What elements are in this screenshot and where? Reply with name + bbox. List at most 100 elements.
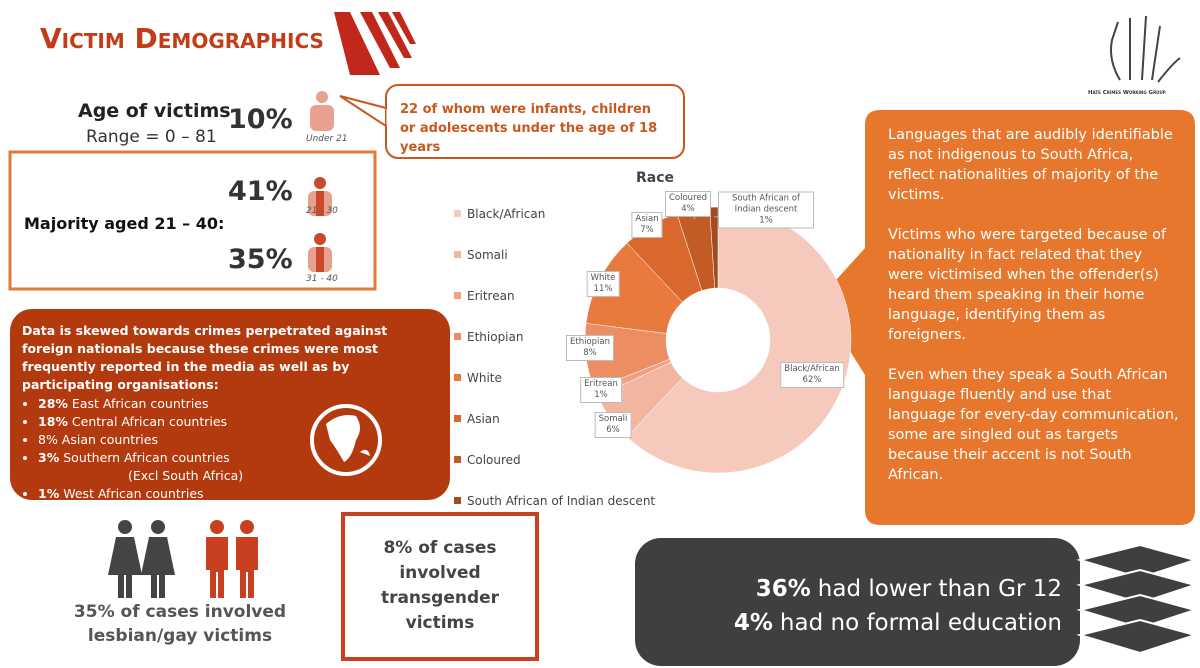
logo-text: Hate Crimes Working Group	[1088, 90, 1166, 96]
legend-label: Ethiopian	[467, 329, 524, 344]
legend-label: Coloured	[467, 452, 521, 467]
legend-swatch	[454, 333, 461, 340]
head	[314, 177, 326, 189]
nationality-item: 1%West African countries	[38, 485, 442, 503]
figure	[108, 537, 142, 598]
age-heading: Age of victims	[78, 100, 231, 122]
education-line: 4% had no formal education	[650, 606, 1062, 640]
label-category: Coloured	[668, 193, 708, 203]
transgender-box	[341, 512, 539, 661]
legend-label: South African of Indian descent	[467, 493, 656, 508]
head	[314, 233, 326, 245]
data-label: Eritrean 1%	[580, 377, 622, 403]
education-line: 36% had lower than Gr 12	[650, 572, 1062, 606]
legend-entry: Eritrean	[454, 275, 655, 316]
under21-label: Under 21	[306, 134, 348, 144]
book	[1076, 618, 1199, 655]
callout-pointer	[339, 95, 387, 128]
data-label: Asian 7%	[631, 212, 663, 238]
item-bold: 28%	[38, 396, 68, 411]
item-text: East African countries	[71, 396, 209, 411]
globe-icon	[310, 404, 382, 476]
nationality-item: (Excl South Africa)	[38, 467, 442, 485]
majority-box	[8, 150, 377, 291]
nationality-list: 28%East African countries18%Central Afri…	[22, 395, 442, 503]
item-text: (Excl South Africa)	[128, 468, 244, 483]
book	[1076, 568, 1199, 605]
book	[1076, 543, 1199, 580]
item-text: West African countries	[63, 486, 204, 501]
body-dark	[316, 247, 324, 272]
legend-entry: Coloured	[454, 439, 655, 480]
globe-land	[326, 415, 370, 462]
group-label: 31 - 40	[306, 274, 338, 284]
legend-swatch	[454, 210, 461, 217]
label-value: 1%	[759, 215, 773, 226]
legend-swatch	[454, 497, 461, 504]
legend-swatch	[454, 374, 461, 381]
icon-under21	[310, 91, 334, 131]
item-text: 8% Asian countries	[38, 432, 158, 447]
chart-title: Race	[636, 170, 675, 186]
label-category: South African of Indian descent	[732, 193, 800, 215]
legend-label: White	[467, 370, 502, 385]
title-stripes	[334, 12, 416, 75]
people-grey	[108, 520, 175, 598]
item-text: Southern African countries	[63, 450, 230, 465]
label-value: 4%	[681, 204, 695, 214]
data-label: White 11%	[586, 271, 620, 297]
majority-text: Majority aged 21 – 40:	[24, 214, 225, 233]
donut-slice	[626, 206, 852, 474]
body	[310, 105, 334, 131]
paragraph: Victims who were targeted because of nat…	[888, 227, 1167, 343]
title: Victim Demographics	[40, 22, 324, 55]
data-label: Ethiopian 8%	[565, 335, 615, 361]
group-label: 21 - 30	[306, 206, 338, 216]
icon-31-40	[308, 233, 332, 272]
legend-swatch	[454, 456, 461, 463]
nationality-text: Data is skewed towards crimes perpetrate…	[22, 322, 442, 503]
body-dark	[316, 191, 324, 216]
donut-slice	[709, 206, 719, 289]
legend-entry: South African of Indian descent	[454, 480, 655, 521]
stripe	[334, 12, 380, 75]
nationality-item: 28%East African countries	[38, 395, 442, 413]
nationality-item: 18%Central African countries	[38, 413, 442, 431]
callout-joint	[386, 109, 390, 125]
legend-swatch	[454, 292, 461, 299]
data-label: Somali 6%	[594, 412, 632, 438]
education-rest: had lower than Gr 12	[817, 576, 1062, 602]
book	[1076, 593, 1199, 630]
legend-entry: Somali	[454, 234, 655, 275]
languages-panel	[818, 110, 1195, 525]
head	[240, 520, 254, 534]
group-value: 35%	[228, 244, 293, 275]
head	[118, 520, 132, 534]
icon-21-30	[308, 177, 332, 216]
paragraph: Even when they speak a South African lan…	[888, 367, 1179, 483]
legend-label: Asian	[467, 411, 500, 426]
people-red	[206, 520, 258, 598]
item-bold: 1%	[38, 486, 60, 501]
legend-label: Eritrean	[467, 288, 515, 303]
orientation-text: 35% of cases involved lesbian/gay victim…	[73, 602, 287, 646]
label-value: 1%	[594, 390, 608, 400]
nationality-item: 8% Asian countries	[38, 431, 442, 449]
label-category: White	[590, 273, 616, 283]
education-box	[635, 538, 1080, 666]
education-rest: had no formal education	[779, 610, 1062, 636]
legend-entry: Asian	[454, 398, 655, 439]
label-value: 6%	[606, 425, 620, 435]
data-label: Coloured 4%	[664, 191, 712, 217]
label-value: 62%	[802, 375, 822, 385]
age-range: Range = 0 – 81	[86, 127, 217, 147]
transgender-text: 8% of cases involved transgender victims	[380, 538, 500, 633]
education-bold: 36%	[755, 576, 811, 602]
figure	[141, 537, 175, 598]
legend: Black/African Somali Eritrean Ethiopian Whit…	[454, 193, 655, 521]
label-category: Black/African	[784, 364, 840, 374]
logo-hand	[1110, 15, 1181, 83]
figure	[236, 537, 258, 598]
